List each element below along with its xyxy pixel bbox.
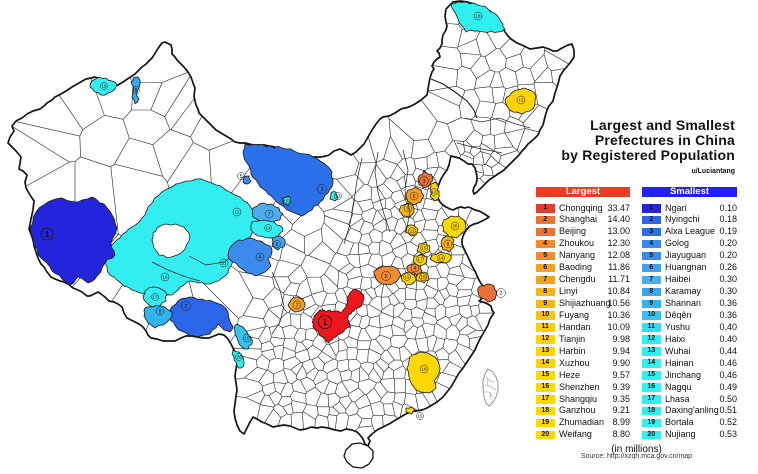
svg-text:3: 3 <box>423 179 426 185</box>
svg-text:17: 17 <box>418 257 423 262</box>
svg-text:6: 6 <box>276 242 279 248</box>
svg-text:20: 20 <box>237 355 242 360</box>
svg-text:4: 4 <box>414 266 417 272</box>
svg-text:4: 4 <box>259 255 262 261</box>
svg-text:10: 10 <box>421 275 426 280</box>
svg-text:16: 16 <box>163 275 168 280</box>
svg-text:20: 20 <box>453 224 458 229</box>
svg-text:15: 15 <box>284 199 289 204</box>
svg-text:13: 13 <box>336 194 341 199</box>
svg-text:5: 5 <box>385 274 388 280</box>
svg-text:3: 3 <box>321 187 324 193</box>
svg-text:7: 7 <box>268 212 271 218</box>
svg-text:1: 1 <box>45 230 50 239</box>
svg-text:19: 19 <box>405 275 410 280</box>
svg-text:10: 10 <box>245 336 250 341</box>
svg-text:14: 14 <box>266 226 271 231</box>
svg-text:8: 8 <box>447 242 450 248</box>
svg-text:18: 18 <box>422 367 427 372</box>
svg-text:12: 12 <box>432 190 437 195</box>
svg-text:19: 19 <box>102 84 107 89</box>
svg-text:6: 6 <box>413 194 416 200</box>
svg-text:7: 7 <box>296 303 299 309</box>
svg-text:13: 13 <box>519 98 524 103</box>
svg-text:18: 18 <box>476 14 481 19</box>
svg-text:9: 9 <box>407 206 410 212</box>
svg-text:17: 17 <box>153 295 158 300</box>
svg-text:15: 15 <box>422 246 427 251</box>
svg-text:5: 5 <box>240 174 243 180</box>
svg-text:11: 11 <box>222 261 227 266</box>
svg-text:9: 9 <box>159 309 162 315</box>
svg-text:2: 2 <box>500 291 503 297</box>
svg-text:12: 12 <box>235 210 240 215</box>
svg-text:2: 2 <box>185 304 188 310</box>
svg-text:1: 1 <box>323 317 328 327</box>
svg-text:8: 8 <box>135 88 138 94</box>
svg-text:14: 14 <box>439 256 444 261</box>
svg-text:11: 11 <box>410 229 415 234</box>
svg-text:16: 16 <box>418 414 423 419</box>
